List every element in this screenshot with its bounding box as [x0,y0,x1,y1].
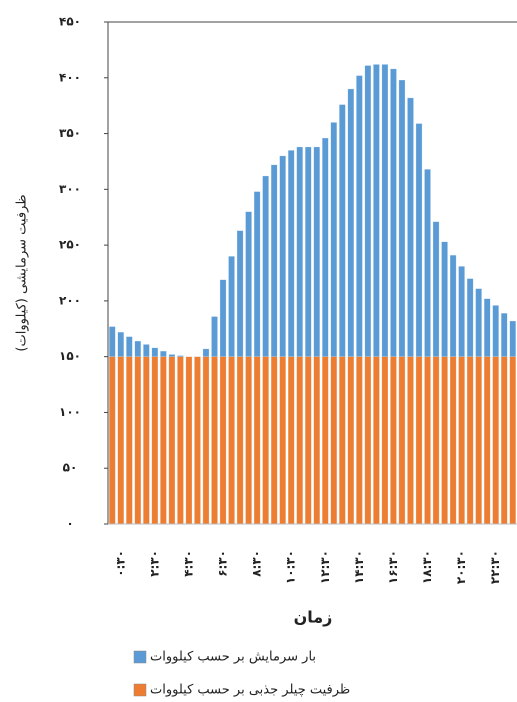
x-tick-label: ۲۰:۳۰ [454,550,468,584]
y-tick-label: ۴۰۰ [59,70,81,84]
bar [373,356,380,525]
y-axis-title: ظرفیت سرمایشی (کیلووات) [15,194,30,351]
bar [194,356,201,525]
bar [253,356,261,525]
y-tick-label: ۱۰۰ [59,405,81,419]
x-axis-title: زمان [294,608,333,627]
bar [219,356,227,525]
x-tick-label: ۱۸:۳۰ [420,550,434,584]
bar [168,356,176,525]
bar [398,356,406,525]
bar [117,356,125,525]
y-tick-label: ۲۵۰ [59,238,81,252]
bar [304,356,312,525]
x-tick-label: ۴:۳۰ [181,550,195,577]
bar [407,356,414,525]
bar [279,356,286,525]
bar [466,356,474,525]
bar [356,356,363,525]
legend-label: بار سرمایش بر حسب کیلووات [150,650,316,665]
bar [321,356,329,525]
bar [347,356,355,525]
bar [449,356,457,525]
bar [390,356,397,525]
y-tick-label: ۰ [66,517,73,531]
bar [424,356,431,525]
bar [287,356,295,525]
bar [441,356,448,525]
y-tick-label: ۲۰۰ [59,293,81,307]
bar [185,356,193,525]
x-tick-label: ۱۰:۳۰ [284,550,298,584]
bar [211,356,218,525]
y-tick-label: ۱۵۰ [59,349,81,363]
bar [313,356,321,525]
legend-swatch [133,683,147,697]
bar [500,356,508,525]
bar [492,356,500,525]
x-tick-label: ۱۶:۳۰ [386,550,400,584]
legend-swatch [133,650,147,664]
bar [483,356,491,525]
y-tick-label: ۴۵۰ [59,15,81,29]
y-tick-label: ۵۰ [63,461,78,475]
bar [202,356,210,525]
bar [245,356,252,525]
x-tick-label: ۲۲:۳۰ [488,550,502,584]
bar [160,356,167,525]
bar [381,356,389,525]
x-tick-label: ۱۲:۳۰ [318,550,332,584]
bar [296,356,304,525]
bar [143,356,150,525]
bar [262,356,269,525]
bar [108,356,116,525]
bar [339,356,346,525]
x-tick-label: ۶:۳۰ [216,550,230,577]
bar [177,356,184,525]
bar [509,356,517,525]
bar [415,356,423,525]
bar [475,356,482,525]
bar [270,356,278,525]
x-tick-label: ۸:۳۰ [250,550,264,577]
bar [236,356,244,525]
bar [432,356,440,525]
bar [134,356,142,525]
bar [228,356,235,525]
x-tick-label: ۰:۳۰ [113,550,127,577]
y-tick-label: ۳۰۰ [59,182,81,196]
bar [458,356,465,525]
bar [330,356,338,525]
bar [364,356,372,525]
x-tick-label: ۲:۳۰ [147,550,161,577]
bar [125,356,133,525]
y-tick-label: ۳۵۰ [59,126,81,140]
bar [151,356,159,525]
x-tick-label: ۱۴:۳۰ [352,550,366,584]
legend-label: ظرفیت چیلر جذبی بر حسب کیلووات [150,683,350,698]
